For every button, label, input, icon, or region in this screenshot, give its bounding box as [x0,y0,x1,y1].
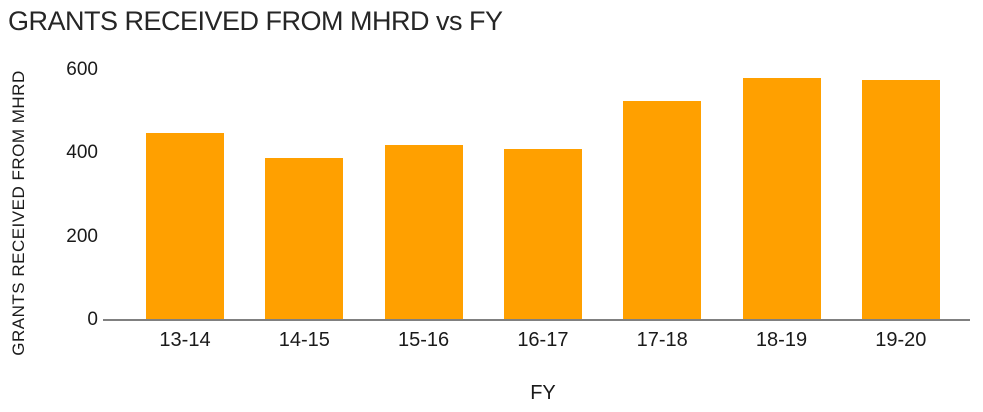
x-tick-label-19-20: 19-20 [875,329,927,351]
y-tick-label-600: 600 [66,59,98,80]
chart-title: GRANTS RECEIVED FROM MHRD vs FY [8,6,503,36]
y-tick-label-400: 400 [66,142,98,164]
bar-15-16 [384,145,463,320]
bar-17-18 [623,101,702,320]
x-tick-label-15-16: 15-16 [398,329,450,351]
x-axis-line [103,319,970,321]
x-tick-label-18-19: 18-19 [755,329,808,351]
bar-14-15 [265,157,344,320]
y-tick-label-200: 200 [66,225,98,247]
bar-18-19 [742,78,821,320]
bar-16-17 [503,149,582,320]
x-tick-label-13-14: 13-14 [159,329,211,351]
y-tick-label-0: 0 [87,309,98,330]
bar-13-14 [146,132,224,320]
x-tick-label-17-18: 17-18 [636,329,688,351]
x-axis-title: FY [530,382,556,404]
x-tick-label-16-17: 16-17 [517,329,569,351]
x-tick-label-14-15: 14-15 [278,329,330,351]
bar-19-20 [861,80,940,320]
